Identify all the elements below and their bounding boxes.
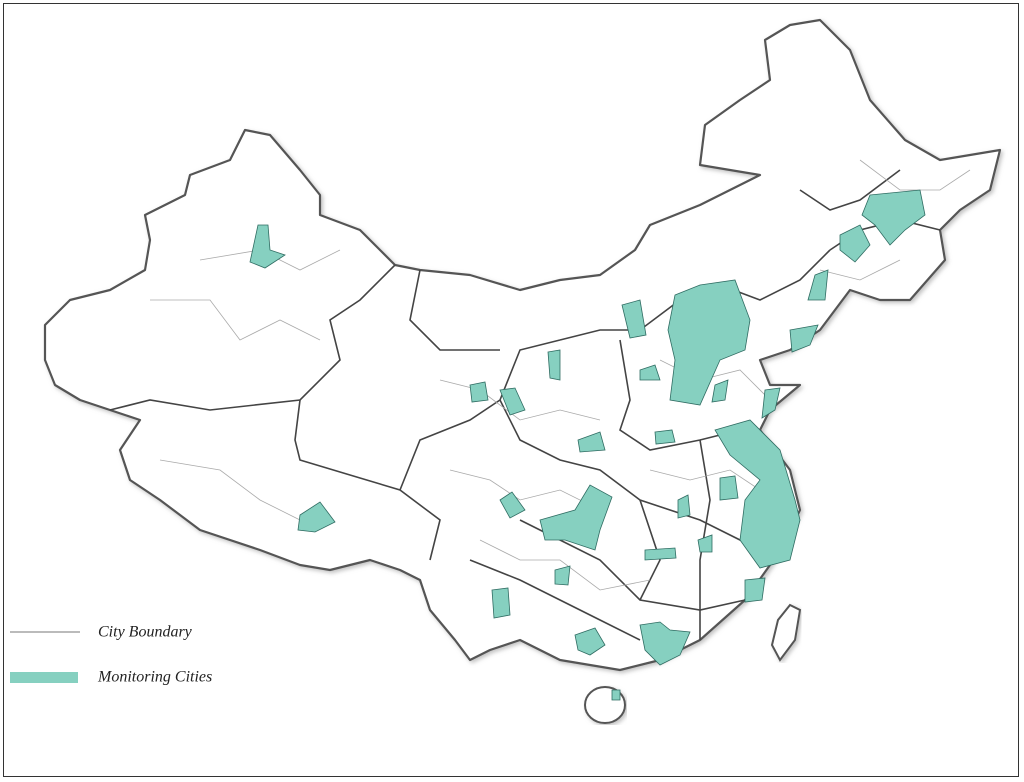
province-boundaries (109, 169, 941, 641)
legend-fill-swatch (10, 672, 78, 683)
monitoring-cities (249, 189, 926, 701)
city-boundaries (150, 159, 971, 591)
legend: City Boundary Monitoring Cities (10, 624, 212, 686)
legend-label: Monitoring Cities (97, 669, 212, 686)
country-outline (43, 18, 1002, 724)
map-frame (3, 3, 1019, 777)
legend-label: City Boundary (98, 624, 193, 641)
